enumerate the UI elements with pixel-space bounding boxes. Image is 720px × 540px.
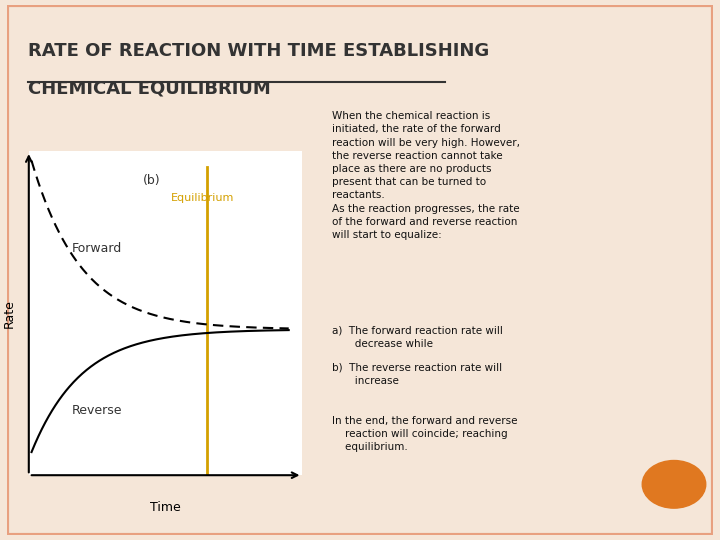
Text: CHEMICAL EQUILIBRIUM: CHEMICAL EQUILIBRIUM: [28, 79, 271, 98]
Text: Forward: Forward: [72, 242, 122, 255]
Text: When the chemical reaction is
initiated, the rate of the forward
reaction will b: When the chemical reaction is initiated,…: [332, 111, 520, 240]
Text: (b): (b): [143, 174, 161, 187]
Text: Rate: Rate: [3, 299, 16, 328]
Text: RATE OF REACTION WITH TIME ESTABLISHING: RATE OF REACTION WITH TIME ESTABLISHING: [28, 43, 490, 60]
Text: a)  The forward reaction rate will
       decrease while: a) The forward reaction rate will decrea…: [332, 326, 503, 349]
Text: In the end, the forward and reverse
    reaction will coincide; reaching
    equ: In the end, the forward and reverse reac…: [332, 416, 517, 452]
Text: b)  The reverse reaction rate will
       increase: b) The reverse reaction rate will increa…: [332, 363, 502, 386]
Circle shape: [642, 461, 706, 508]
Text: Reverse: Reverse: [72, 404, 122, 417]
Text: Equilibrium: Equilibrium: [171, 193, 234, 204]
Text: Time: Time: [150, 501, 181, 514]
